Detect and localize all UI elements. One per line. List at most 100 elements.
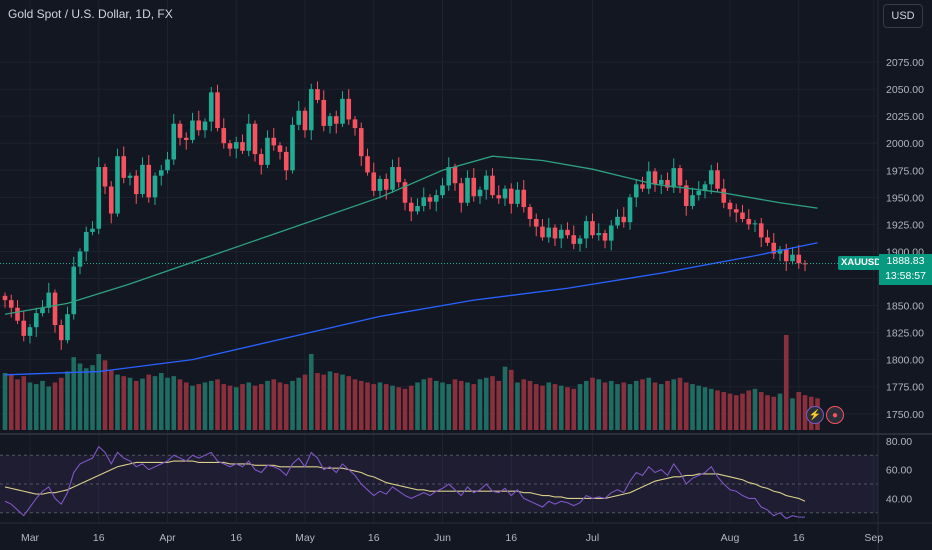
candle-body — [290, 124, 295, 171]
candle-body — [671, 168, 677, 188]
volume-bar — [283, 384, 289, 430]
volume-bar — [65, 371, 70, 430]
volume-bar — [383, 384, 389, 430]
price-tick-label: 2025.00 — [886, 111, 924, 123]
volume-bar — [477, 379, 483, 430]
candle-body — [665, 180, 670, 188]
candle-body — [702, 184, 708, 191]
candle-body — [677, 168, 683, 186]
volume-bar — [77, 363, 83, 430]
candle-body — [333, 116, 339, 124]
moving-averages — [4, 155, 818, 376]
candle-body — [265, 137, 270, 165]
candle-body — [221, 128, 227, 144]
price-tick-label: 2000.00 — [886, 138, 924, 150]
candle-body — [321, 99, 327, 126]
candle-body — [533, 218, 539, 227]
volume-bar — [133, 380, 139, 430]
lightning-icon[interactable]: ⚡ — [806, 406, 824, 424]
volume-bar — [258, 384, 264, 430]
candle-body — [690, 195, 695, 206]
volume-bar — [546, 382, 552, 430]
volume-bar — [702, 387, 708, 430]
volume-bar — [727, 393, 733, 430]
candle-body — [427, 197, 433, 202]
volume-bar — [296, 377, 302, 430]
volume-bar — [415, 382, 420, 430]
candle-body — [602, 233, 608, 241]
candle-body — [496, 195, 502, 199]
candle-body — [752, 223, 758, 225]
candle-body — [546, 227, 552, 238]
currency-button[interactable]: USD — [883, 4, 923, 28]
candle-body — [52, 292, 58, 326]
candle-body — [765, 237, 770, 243]
candle-body — [771, 242, 777, 254]
volume-bar — [365, 382, 370, 430]
volume-bar — [52, 382, 58, 430]
time-tick-label: Jun — [434, 532, 451, 544]
volume-bar — [58, 377, 64, 430]
volume-bar — [427, 377, 433, 430]
candle-body — [471, 177, 477, 197]
candle-body — [296, 110, 302, 125]
candle-body — [527, 207, 533, 219]
candle-body — [577, 238, 583, 244]
volume-bar — [402, 388, 408, 430]
flag-glyph: ● — [831, 409, 839, 421]
volume-bar — [790, 398, 795, 430]
candle-body — [177, 123, 183, 138]
volume-bar — [333, 373, 339, 430]
volume-bar — [33, 384, 39, 430]
volume-bar — [190, 385, 195, 430]
volume-bar — [733, 395, 739, 430]
volume-bar — [646, 377, 652, 430]
candle-body — [415, 205, 420, 212]
volume-bar — [221, 384, 227, 430]
candle-body — [271, 137, 277, 146]
last-price-value: 1888.83 — [886, 255, 925, 267]
volume-bar — [621, 382, 627, 430]
candle-body — [590, 221, 595, 236]
volume-bar — [483, 377, 489, 430]
candle-body — [408, 202, 414, 212]
candle-body — [446, 167, 452, 186]
candle-body — [421, 197, 427, 206]
candle-body — [65, 314, 70, 341]
volume-bar — [171, 376, 177, 430]
price-tick-label: 1975.00 — [886, 165, 924, 177]
rsi-tick-label: 60.00 — [886, 465, 912, 477]
volume-bar — [602, 382, 608, 430]
flag-icon[interactable]: ● — [826, 406, 844, 424]
volume-bar — [271, 379, 277, 430]
volume-bar — [608, 380, 614, 430]
volume-bar — [752, 388, 758, 430]
volume-bar — [346, 376, 352, 430]
candle-body — [777, 249, 783, 254]
candle-body — [340, 98, 345, 124]
candle-body — [583, 221, 589, 239]
price-tick-label: 1775.00 — [886, 382, 924, 394]
candle-body — [21, 320, 27, 336]
volume-bar — [558, 385, 564, 430]
time-tick-label: 16 — [505, 532, 517, 544]
candle-body — [90, 228, 95, 232]
candle-body — [552, 227, 558, 239]
volume-bar — [465, 382, 470, 430]
candle-body — [58, 325, 64, 341]
volume-bar — [183, 382, 189, 430]
candle-body — [277, 145, 283, 152]
price-tick-label: 1750.00 — [886, 409, 924, 421]
candle-body — [102, 167, 108, 187]
volume-bars — [2, 335, 820, 430]
volume-bar — [90, 365, 95, 430]
candle-body — [515, 189, 520, 204]
volume-bar — [8, 374, 14, 430]
candle-body — [396, 167, 402, 183]
volume-bar — [233, 387, 239, 430]
candle-body — [708, 170, 714, 185]
volume-bar — [121, 376, 127, 430]
volume-bar — [515, 382, 520, 430]
volume-bar — [446, 384, 452, 430]
